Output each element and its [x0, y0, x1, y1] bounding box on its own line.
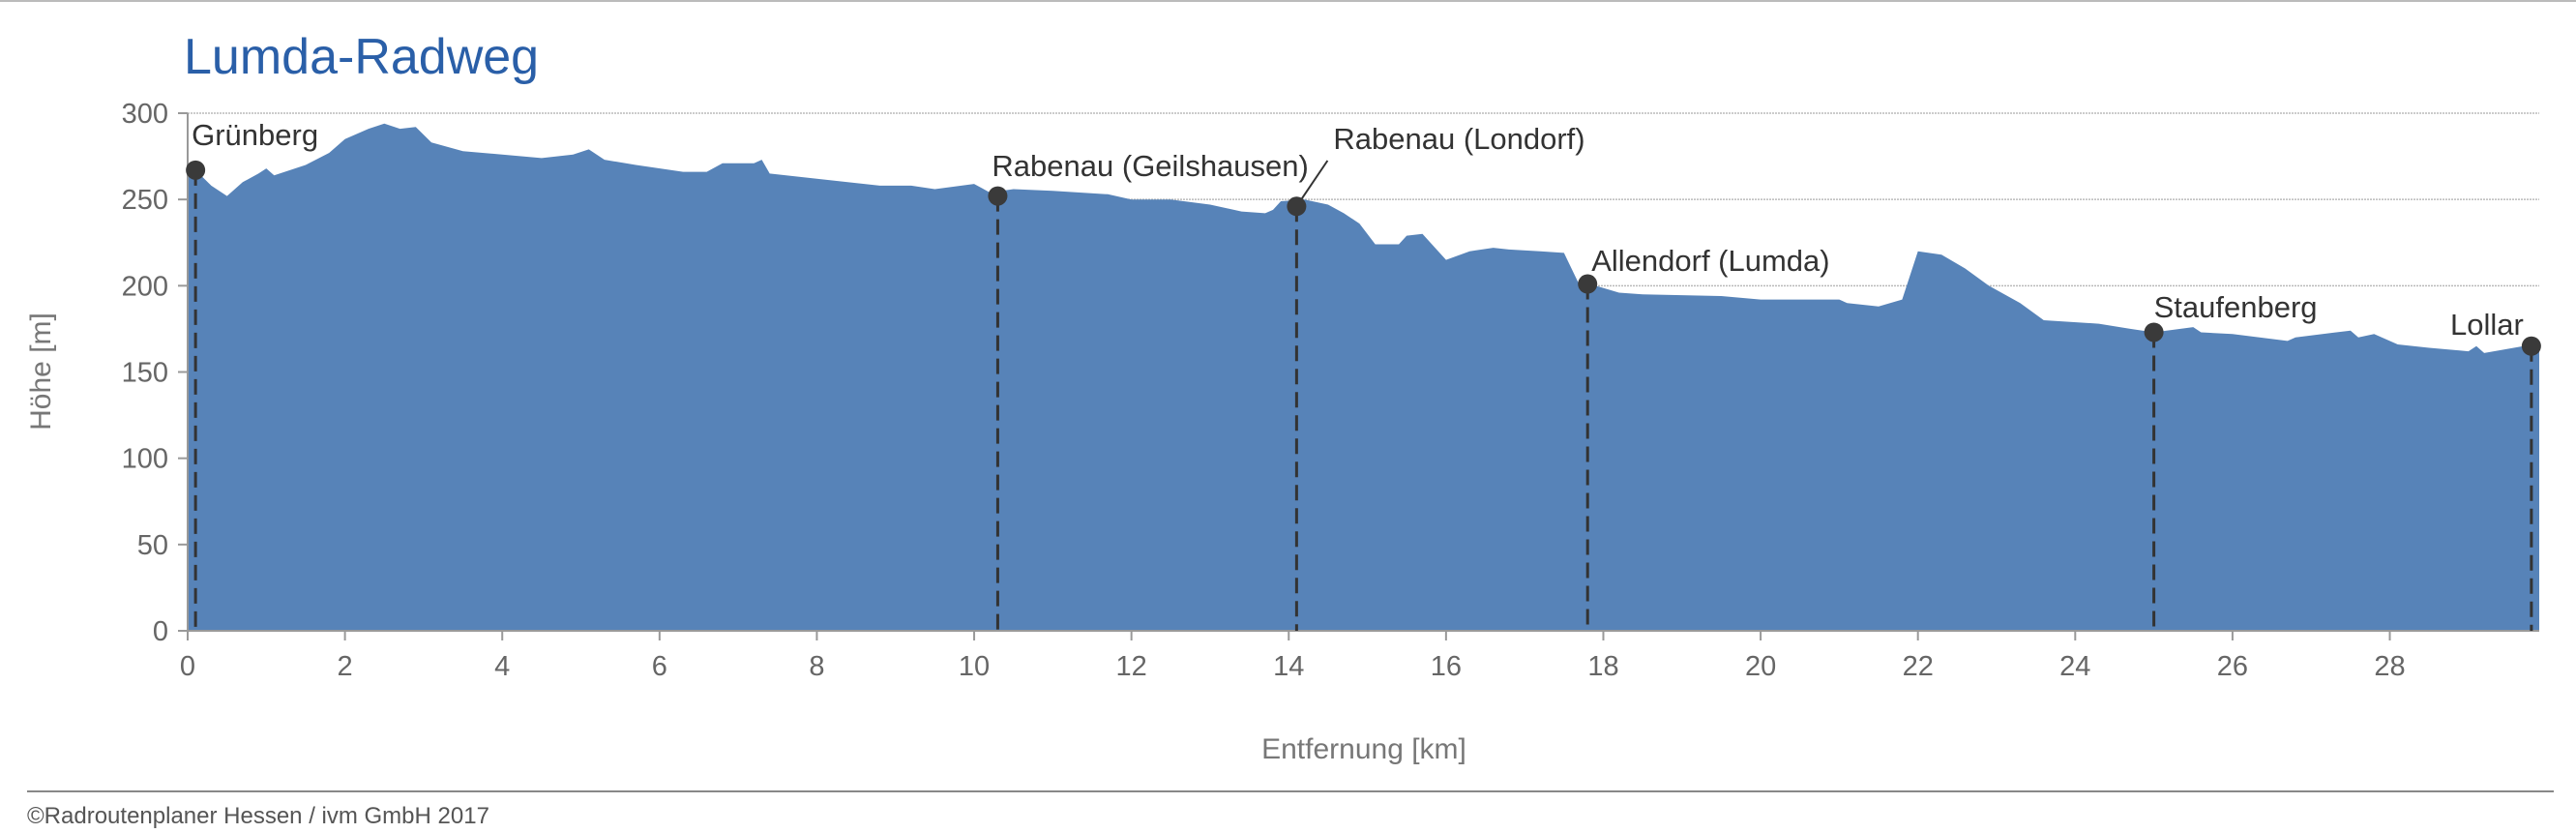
marker-dot — [2144, 322, 2164, 342]
x-axis: 0 2 4 6 8 10 12 14 16 18 20 22 24 26 28 — [180, 630, 2539, 682]
x-tick-label: 16 — [1431, 651, 1462, 682]
place-markers: Grünberg Rabenau (Geilshausen) Rabenau (Lo… — [186, 118, 2541, 631]
elevation-area — [188, 123, 2539, 631]
marker-dot — [988, 186, 1008, 206]
copyright: ©Radroutenplaner Hessen / ivm GmbH 2017 — [27, 803, 489, 829]
y-tick-label: 100 — [122, 444, 168, 475]
place-label: Rabenau (Geilshausen) — [992, 149, 1308, 183]
x-tick-label: 20 — [1745, 651, 1776, 682]
chart-title: Lumda-Radweg — [184, 29, 539, 85]
marker-dot — [2521, 336, 2541, 356]
y-tick-label: 250 — [122, 185, 168, 216]
y-axis: 0 50 100 150 200 250 300 — [122, 99, 189, 647]
x-tick-label: 4 — [494, 651, 510, 682]
marker-dot — [186, 160, 206, 180]
place-label: Grünberg — [192, 118, 318, 152]
y-tick-label: 150 — [122, 358, 168, 389]
y-tick-label: 0 — [153, 616, 168, 647]
place-label: Rabenau (Londorf) — [1333, 122, 1584, 156]
x-tick-label: 2 — [338, 651, 353, 682]
x-tick-label: 12 — [1116, 651, 1147, 682]
place-label: Lollar — [2450, 308, 2524, 342]
y-tick-label: 200 — [122, 271, 168, 302]
x-tick-label: 14 — [1273, 651, 1304, 682]
plot-area — [188, 123, 2539, 631]
x-tick-label: 22 — [1903, 651, 1934, 682]
marker-dot — [1287, 196, 1307, 217]
x-tick-label: 6 — [652, 651, 667, 682]
x-tick-label: 28 — [2374, 651, 2405, 682]
x-tick-label: 10 — [959, 651, 990, 682]
marker-dot — [1578, 274, 1598, 294]
x-axis-label: Entfernung [km] — [1261, 733, 1466, 765]
x-tick-label: 0 — [180, 651, 195, 682]
x-tick-label: 18 — [1587, 651, 1618, 682]
place-label: Staufenberg — [2154, 290, 2318, 324]
y-tick-label: 50 — [137, 530, 168, 561]
y-axis-label: Höhe [m] — [25, 312, 57, 431]
place-label: Allendorf (Lumda) — [1591, 244, 1829, 278]
x-tick-label: 8 — [809, 651, 824, 682]
x-tick-label: 24 — [2059, 651, 2090, 682]
x-tick-label: 26 — [2217, 651, 2248, 682]
y-tick-label: 300 — [122, 99, 168, 130]
